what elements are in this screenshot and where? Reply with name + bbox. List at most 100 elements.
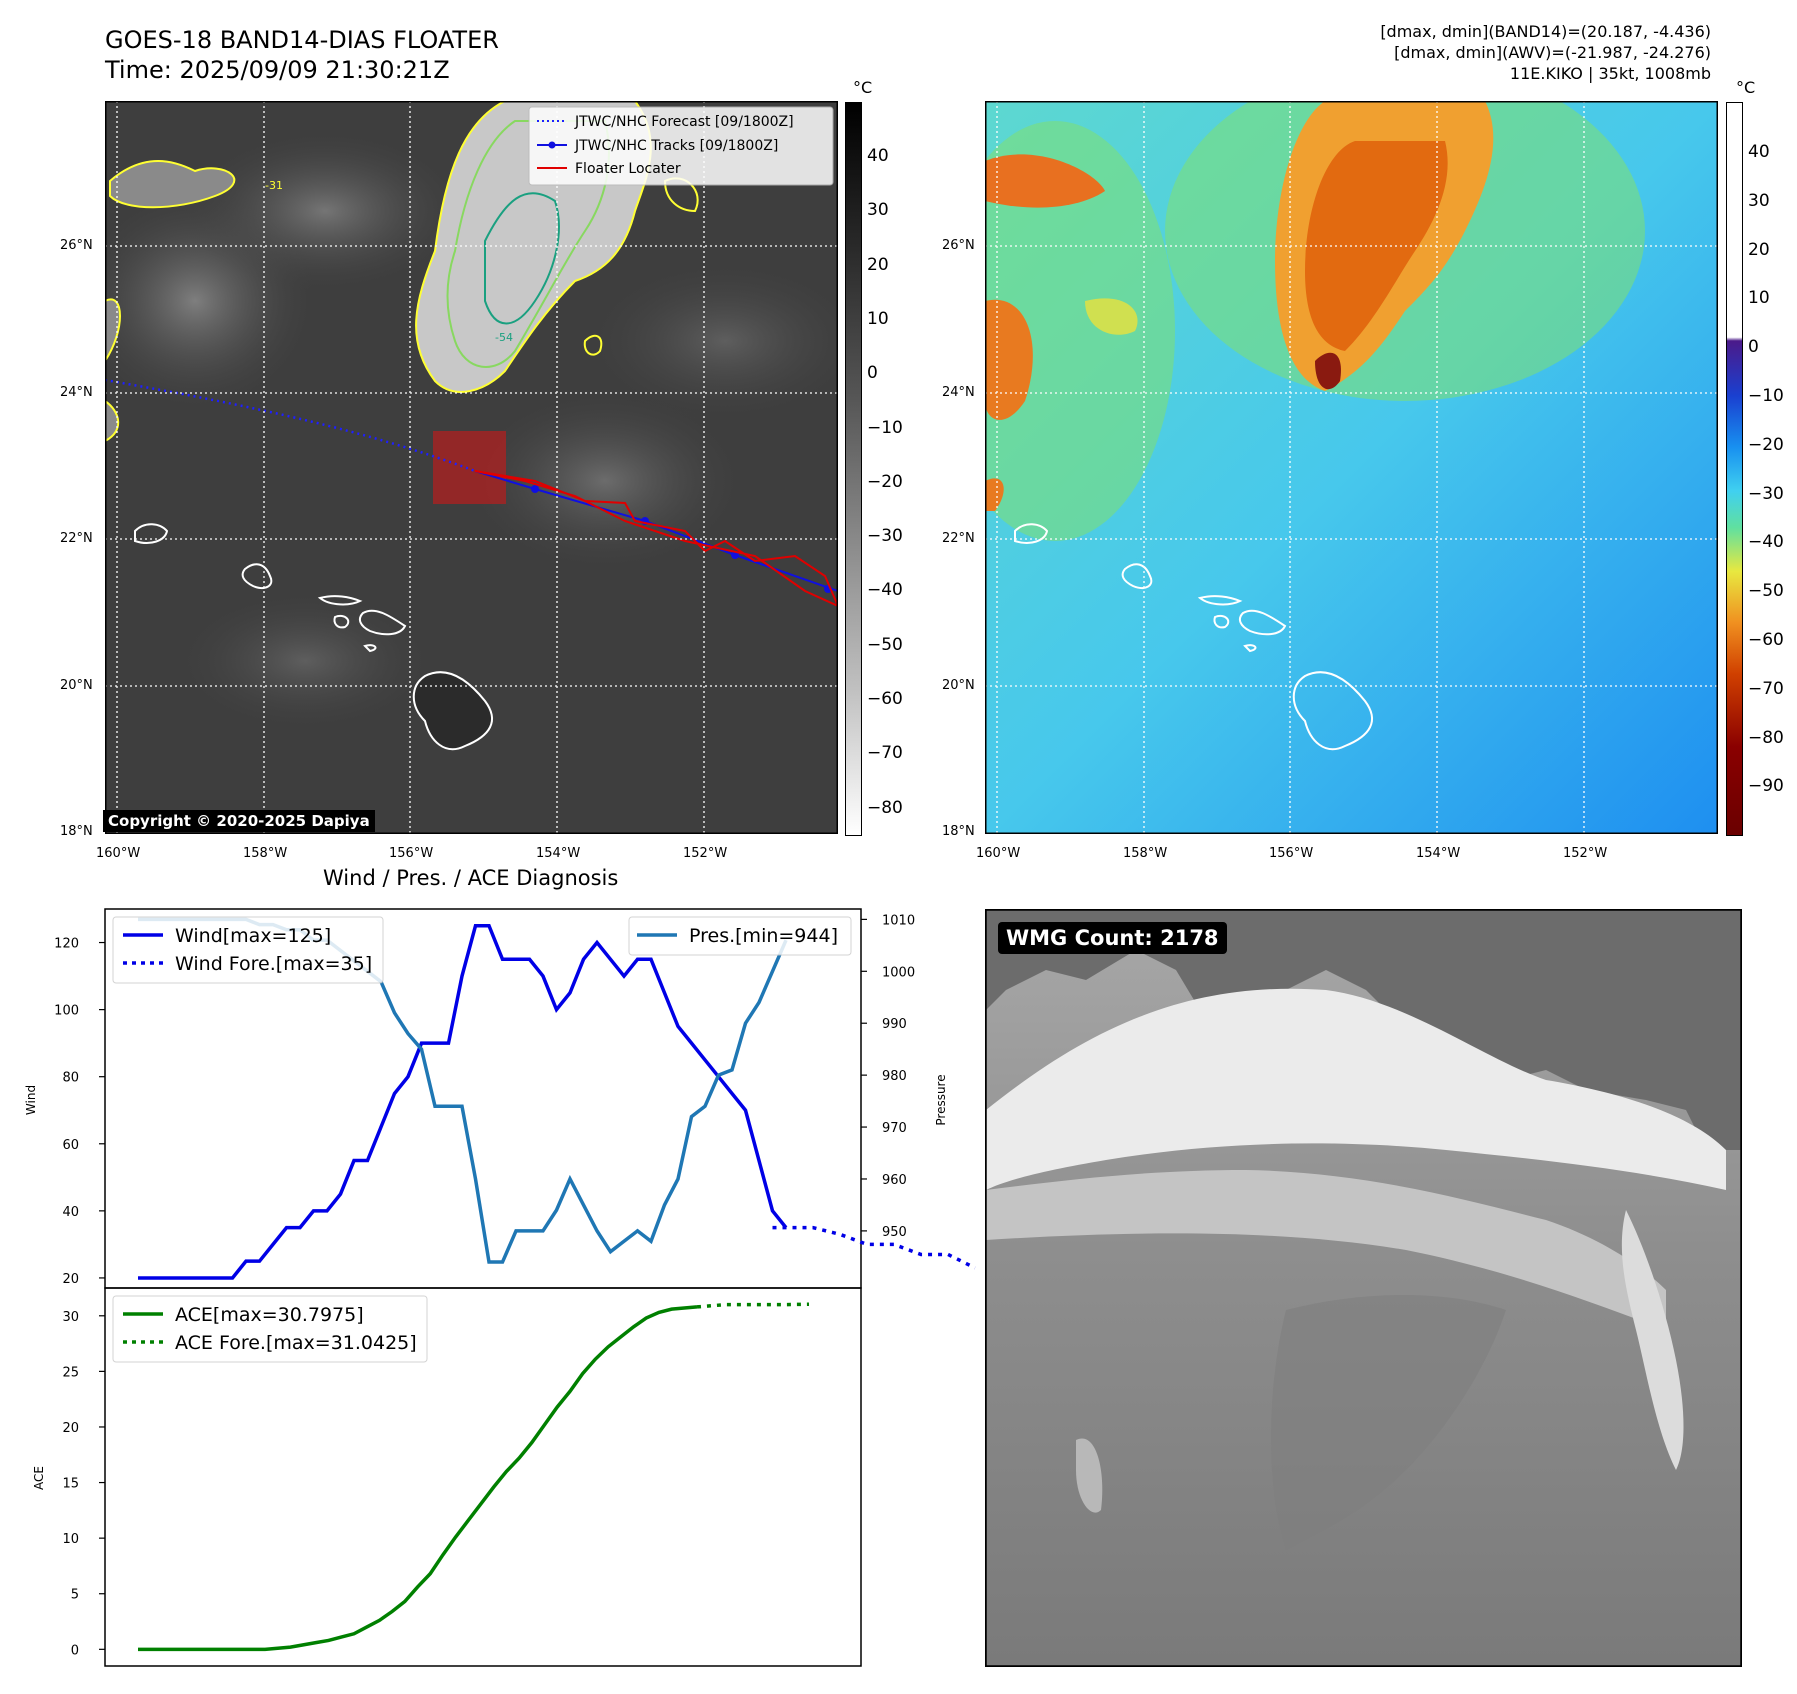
color-colorbar-tick: 30	[1748, 190, 1770, 211]
ir-legend: JTWC/NHC Forecast [09/1800Z] JTWC/NHC Tr…	[528, 106, 834, 186]
contour-label-54: -54	[495, 331, 513, 344]
color-gridlines	[985, 101, 1718, 834]
ir-colorbar-tick: −70	[867, 743, 903, 764]
legend-pres: Pres.[min=944]	[689, 925, 838, 947]
ir-lon-label: 158°W	[243, 846, 288, 861]
color-map-svg	[935, 61, 1718, 834]
ir-colorbar-tick: 40	[867, 146, 889, 166]
pressure-tick: 960	[882, 1173, 907, 1188]
ace-forecast-line	[696, 1302, 810, 1309]
hawaiian-islands-color	[1014, 523, 1374, 751]
wmg-svg	[986, 910, 1741, 1666]
ir-colorbar-tick: −40	[867, 580, 903, 601]
ace-tick: 15	[62, 1477, 79, 1492]
wind-forecast-line	[772, 1225, 976, 1270]
color-lon-label: 154°W	[1416, 846, 1461, 861]
wmg-dark-top	[986, 910, 1741, 1150]
ir-colorbar-tick: 20	[867, 254, 889, 275]
color-lat-label: 18°N	[942, 824, 975, 839]
ir-colorbar-tick: −60	[867, 689, 903, 709]
floater-box	[433, 431, 506, 504]
pres-ylabel: Pressure	[934, 1074, 948, 1125]
ir-colorbar	[845, 102, 862, 836]
color-lat-label: 24°N	[942, 385, 975, 400]
ace-tick: 25	[62, 1365, 79, 1380]
ir-colorbar-tick: −30	[867, 526, 903, 547]
pressure-tick: 1010	[882, 913, 915, 928]
ir-map-svg: -54 -31	[75, 100, 865, 834]
figure-title-line2: Time: 2025/09/09 21:30:21Z	[105, 56, 450, 84]
color-lat-label: 26°N	[942, 238, 975, 253]
ir-lat-label: 18°N	[60, 824, 93, 839]
color-colorbar-tick: −40	[1748, 532, 1784, 553]
ir-colorbar-tick: −20	[867, 471, 903, 492]
contour-label-31: -31	[265, 179, 283, 192]
ir-colorbar-tick: −50	[867, 634, 903, 655]
ir-lon-label: 154°W	[536, 846, 581, 861]
ir-lat-label: 26°N	[60, 238, 93, 253]
ir-lon-label: 160°W	[96, 846, 141, 861]
wind-tick: 80	[62, 1071, 79, 1086]
wind-legend: Wind[max=125] Wind Fore.[max=35]	[112, 916, 384, 984]
ir-gridlines	[105, 101, 838, 834]
ir-map-panel: -54 -31	[75, 100, 865, 834]
ace-tick: 5	[71, 1588, 79, 1603]
locater-trail	[474, 470, 840, 608]
color-colorbar-tick: 10	[1748, 288, 1770, 309]
color-lon-label: 158°W	[1123, 846, 1168, 861]
wmg-panel: WMG Count: 2178	[985, 909, 1742, 1667]
wind-ylabel: Wind	[24, 1085, 38, 1115]
legend-locater: Floater Locater	[575, 161, 681, 177]
legend-tracks: JTWC/NHC Tracks [09/1800Z]	[574, 138, 778, 154]
color-colorbar-tick: 20	[1748, 239, 1770, 260]
color-colorbar-tick: 0	[1748, 337, 1759, 358]
ace-tick: 30	[62, 1310, 79, 1325]
color-colorbar-tick: −10	[1748, 386, 1784, 406]
color-lat-label: 22°N	[942, 531, 975, 546]
color-colorbar-tick: −60	[1748, 630, 1784, 650]
ir-lon-label: 152°W	[683, 846, 728, 861]
color-lon-label: 152°W	[1563, 846, 1608, 861]
hawaiian-islands	[134, 523, 494, 751]
stats-line2: [dmax, dmin](AWV)=(-21.987, -24.276)	[1394, 43, 1711, 62]
pressure-tick: 970	[882, 1121, 907, 1136]
wind-axes	[104, 908, 862, 1289]
ace-ylabel: ACE	[32, 1466, 46, 1490]
ir-lat-label: 24°N	[60, 385, 93, 400]
color-colorbar-tick: −20	[1748, 434, 1784, 455]
pressure-tick: 1000	[882, 965, 915, 980]
ace-legend: ACE[max=30.7975] ACE Fore.[max=31.0425]	[112, 1295, 428, 1363]
pres-legend: Pres.[min=944]	[628, 916, 852, 956]
pressure-tick: 990	[882, 1017, 907, 1032]
figure-title-line1: GOES-18 BAND14-DIAS FLOATER	[105, 26, 499, 54]
stats-line1: [dmax, dmin](BAND14)=(20.187, -4.436)	[1380, 22, 1711, 41]
ir-colorbar-tick: 30	[867, 200, 889, 221]
color-colorbar-tick: 40	[1748, 142, 1770, 162]
ir-colorbar-tick: 0	[867, 363, 878, 384]
ace-line	[138, 1305, 698, 1652]
color-colorbar	[1726, 102, 1743, 836]
ir-colorbar-tick: −80	[867, 797, 903, 818]
ace-tick: 20	[62, 1421, 79, 1436]
wind-tick: 20	[62, 1272, 79, 1287]
color-colorbar-unit: °C	[1736, 78, 1756, 97]
color-map-panel	[935, 61, 1718, 834]
wind-tick: 100	[54, 1004, 79, 1019]
ace-tick: 10	[62, 1532, 79, 1547]
ir-colorbar-tick: −10	[867, 417, 903, 438]
wmg-count-badge: WMG Count: 2178	[998, 922, 1227, 954]
ir-lon-label: 156°W	[389, 846, 434, 861]
pressure-tick: 980	[882, 1069, 907, 1084]
legend-wind-fore: Wind Fore.[max=35]	[175, 953, 372, 975]
pressure-tick: 950	[882, 1225, 907, 1240]
ace-axes	[104, 1287, 862, 1667]
diagnosis-title: Wind / Pres. / ACE Diagnosis	[323, 866, 619, 890]
copyright-label: Copyright © 2020-2025 Dapiya	[103, 810, 375, 832]
color-colorbar-tick: −80	[1748, 727, 1784, 748]
ir-colorbar-tick: 10	[867, 308, 889, 329]
legend-ace: ACE[max=30.7975]	[175, 1304, 364, 1326]
wmg-bright-band	[986, 988, 1726, 1190]
legend-ace-fore: ACE Fore.[max=31.0425]	[175, 1332, 417, 1354]
color-lat-label: 20°N	[942, 678, 975, 693]
ir-lat-label: 22°N	[60, 531, 93, 546]
